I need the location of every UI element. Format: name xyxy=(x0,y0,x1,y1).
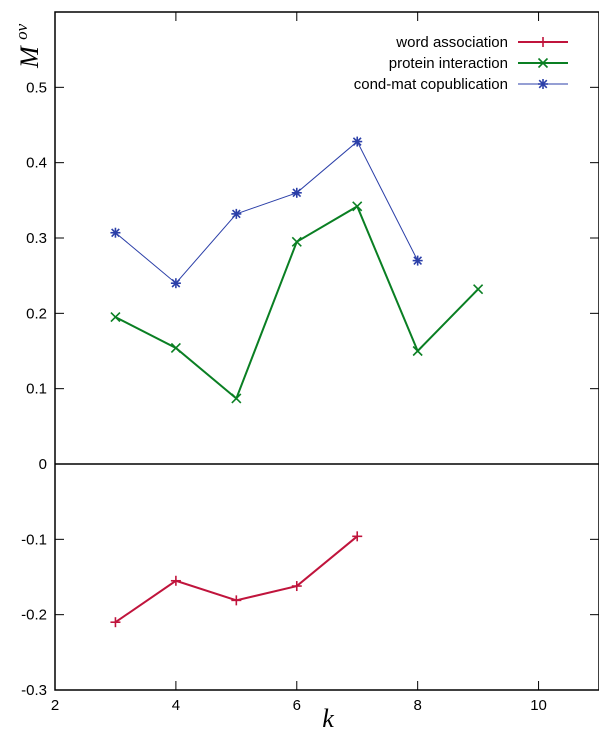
y-tick-label: 0 xyxy=(39,456,47,473)
legend: word association protein interaction cond-… xyxy=(354,34,568,93)
data-point xyxy=(231,208,242,219)
y-axis-label-superscript: ov xyxy=(12,23,31,40)
data-point xyxy=(170,278,181,289)
x-axis-label: k xyxy=(322,704,334,731)
marker-stroke xyxy=(110,312,121,323)
marker-stroke xyxy=(111,228,120,238)
data-point xyxy=(412,345,423,357)
data-point xyxy=(412,255,423,266)
marker-stroke xyxy=(413,256,423,265)
marker-stroke xyxy=(291,236,302,247)
data-point xyxy=(110,312,121,323)
marker-stroke xyxy=(170,342,181,354)
legend-label: protein interaction xyxy=(389,55,508,72)
marker-stroke xyxy=(292,188,302,198)
data-point xyxy=(170,342,181,354)
data-point xyxy=(231,595,242,606)
ticks: -0.3 -0.2 -0.1 0 0.1 0.2 0.3 0.4 0.5 2 4 6 8 10 xyxy=(21,12,599,714)
data-point xyxy=(110,617,121,628)
marker-stroke xyxy=(352,201,363,212)
data-point xyxy=(473,284,484,295)
series-line xyxy=(115,140,419,284)
x-tick-label: 4 xyxy=(172,697,180,714)
marker-stroke xyxy=(412,345,423,357)
y-axis-label-base: M xyxy=(15,45,44,69)
x-tick-label: 10 xyxy=(530,697,547,714)
series-1 xyxy=(110,201,484,404)
legend-marker xyxy=(538,79,548,89)
data-point xyxy=(110,227,121,238)
series-0 xyxy=(110,531,363,628)
marker-stroke xyxy=(537,57,549,69)
series-2 xyxy=(110,136,423,289)
series-line xyxy=(114,204,479,401)
series-layer xyxy=(110,136,484,628)
y-tick-label: 0.4 xyxy=(26,155,47,172)
legend-marker xyxy=(538,37,548,47)
marker-stroke xyxy=(538,79,548,89)
y-tick-label: 0.1 xyxy=(26,381,47,398)
data-point xyxy=(291,581,302,592)
x-tick-label: 2 xyxy=(51,697,59,714)
marker-stroke xyxy=(231,209,241,219)
data-point xyxy=(231,393,242,404)
y-tick-label: -0.1 xyxy=(21,531,47,548)
legend-label: cond-mat copublication xyxy=(354,76,508,93)
series-line xyxy=(114,535,358,624)
data-point xyxy=(352,531,363,542)
y-tick-label: 0.5 xyxy=(26,79,47,96)
marker-stroke xyxy=(171,278,181,288)
marker-stroke xyxy=(473,284,484,295)
data-point xyxy=(352,201,363,212)
legend-marker xyxy=(537,57,549,69)
x-tick-label: 8 xyxy=(413,697,421,714)
marker-stroke xyxy=(352,137,362,146)
marker-stroke xyxy=(231,393,242,404)
data-point xyxy=(291,236,302,247)
data-point xyxy=(352,136,363,147)
y-tick-label: 0.3 xyxy=(26,230,47,247)
y-axis-label: M ov xyxy=(12,23,44,69)
legend-label: word association xyxy=(395,34,508,51)
y-tick-label: -0.3 xyxy=(21,682,47,699)
y-tick-label: 0.2 xyxy=(26,305,47,322)
data-point xyxy=(291,187,302,198)
y-tick-label: -0.2 xyxy=(21,607,47,624)
data-point xyxy=(170,575,181,586)
x-tick-label: 6 xyxy=(293,697,301,714)
plot-frame xyxy=(54,11,599,691)
